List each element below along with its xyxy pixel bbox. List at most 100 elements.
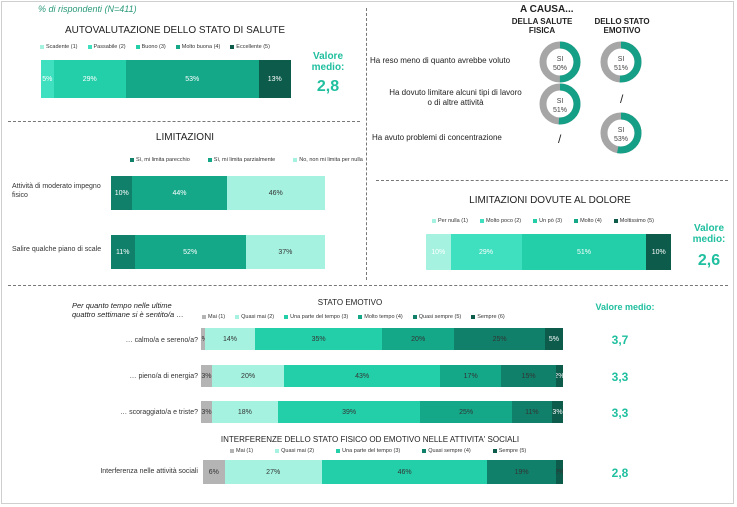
legend-item: Sì, mi limita parzialmente [207, 157, 275, 163]
legend-item: Una parte del tempo (3) [336, 448, 400, 454]
pain-mean: 2,6 [697, 252, 721, 269]
bar-segment: 3% [552, 401, 563, 423]
bar-segment: 29% [450, 234, 522, 270]
legend-item: Buono (3) [135, 44, 166, 50]
bar-segment: 2% [555, 460, 563, 484]
bar-segment: 17% [439, 365, 502, 387]
donut-slice [600, 41, 642, 83]
bar-segment: 18% [211, 401, 278, 423]
donut-chart: SI 50% [539, 41, 581, 83]
pain-legend: Per nulla (1) Molto poco (2) Un pò (3) M… [432, 218, 682, 224]
bar-segment: 10% [111, 176, 133, 210]
cause-row-label: Ha dovuto limitare alcuni tipi di lavoro… [389, 88, 522, 108]
bar-segment: 37% [245, 235, 325, 269]
legend-swatch [471, 315, 476, 319]
bar-segment: 13% [258, 60, 291, 98]
limitations-bar-row: 10% 44% 46% [111, 176, 325, 210]
bar-segment: 1% [201, 328, 205, 350]
legend-item: Sì, mi limita parecchio [130, 157, 190, 163]
bar-segment: 44% [132, 176, 227, 210]
legend-item: Quasi mai (2) [275, 448, 314, 454]
legend-item: No, non mi limita per nulla [293, 157, 363, 163]
cause-row-label: Ha reso meno di quanto avrebbe voluto [370, 56, 511, 65]
self-eval-mean: 2,8 [316, 78, 340, 95]
emotional-question: Per quanto tempo nelle ultime quattro se… [72, 301, 184, 320]
bar-segment: 19% [487, 460, 556, 484]
self-eval-title: AUTOVALUTAZIONE DELLO STATO DI SALUTE [64, 25, 286, 36]
legend-swatch [230, 45, 235, 49]
legend-swatch [432, 219, 436, 223]
bar-segment: 20% [381, 328, 455, 350]
legend-swatch [135, 45, 140, 49]
divider [366, 8, 367, 280]
legend-item: Sempre (6) [471, 314, 505, 320]
legend-item: Passabile (2) [87, 44, 126, 50]
emotional-row-label: … calmo/a e sereno/a? [125, 337, 198, 344]
donut-label: SI [618, 56, 625, 63]
legend-swatch [574, 219, 579, 223]
pain-mean-label: Valore medio: [692, 223, 726, 245]
divider [376, 180, 728, 181]
interference-legend: Mai (1) Quasi mai (2) Una parte del temp… [230, 448, 560, 454]
legend-item: Molto buona (4) [175, 44, 220, 50]
bar-segment: 35% [255, 328, 382, 350]
legend-item: Quasi sempre (4) [422, 448, 471, 454]
interference-row-mean: 2,8 [611, 466, 629, 480]
interference-title: INTERFERENZE DELLO STATO FISICO OD EMOTI… [220, 435, 520, 444]
legend-item: Una parte del tempo (3) [284, 314, 348, 320]
bar-segment: 20% [211, 365, 285, 387]
bar-segment: 51% [521, 234, 647, 270]
bar-segment: 29% [53, 60, 126, 98]
legend-swatch [336, 449, 341, 453]
limitations-row-label: Attività di moderato impegno fisico [12, 183, 101, 200]
cause-col-emotional: DELLO STATO EMOTIVO [594, 17, 650, 36]
interference-row-label: Interferenza nelle attività sociali [100, 468, 198, 475]
legend-swatch [422, 449, 427, 453]
emotional-row-label: … scoraggiato/a e triste? [120, 409, 198, 416]
emotional-row-label: … pieno/a di energia? [129, 373, 199, 380]
bar-segment: 5% [41, 60, 54, 98]
cause-donuts: SI 50% SI 51% SI 51% SI 53% [539, 41, 642, 154]
limitations-legend: Sì, mi limita parecchio Sì, mi limita pa… [130, 157, 363, 163]
bar-segment: 5% [544, 328, 563, 350]
legend-swatch [202, 315, 206, 319]
legend-swatch [40, 45, 44, 49]
donut-value: 51% [553, 107, 567, 114]
cause-col-physical: DELLA SALUTE FISICA [511, 17, 573, 36]
bar-segment: 3% [201, 365, 212, 387]
emotional-title: STATO EMOTIVO [317, 298, 383, 307]
cause-na: / [620, 92, 624, 106]
legend-swatch [492, 449, 497, 453]
donut-slice [600, 112, 642, 154]
divider [8, 121, 360, 122]
legend-item: Un pò (3) [533, 218, 562, 224]
bar-segment: 46% [226, 176, 325, 210]
bar-segment: 46% [321, 460, 488, 484]
limitations-bar-row: 11% 52% 37% [111, 235, 325, 269]
legend-item: Mai (1) [202, 314, 225, 320]
emotional-bar-row: 1%14%35%20%25%5% [201, 328, 563, 350]
legend-swatch [293, 158, 298, 162]
legend-swatch [533, 219, 538, 223]
cause-na: / [558, 132, 562, 146]
legend-swatch [284, 315, 289, 319]
donut-label: SI [557, 56, 564, 63]
bar-segment: 15% [501, 365, 556, 387]
donut-value: 51% [614, 65, 628, 72]
limitations-title: LIMITAZIONI [155, 132, 215, 143]
bar-segment: 43% [284, 365, 440, 387]
donut-label: SI [618, 127, 625, 134]
emotional-row-mean: 3,3 [611, 406, 629, 420]
bar-segment: 3% [201, 401, 212, 423]
legend-item: Molto (4) [574, 218, 602, 224]
bar-segment: 52% [134, 235, 246, 269]
legend-item: Mai (1) [230, 448, 253, 454]
bar-segment: 6% [203, 460, 225, 484]
donut-slice [539, 41, 581, 83]
legend-item: Quasi mai (2) [235, 314, 274, 320]
legend-item: Molto tempo (4) [358, 314, 403, 320]
donut-chart: SI 51% [539, 83, 581, 125]
legend-swatch [613, 219, 618, 223]
donut-label: SI [557, 98, 564, 105]
